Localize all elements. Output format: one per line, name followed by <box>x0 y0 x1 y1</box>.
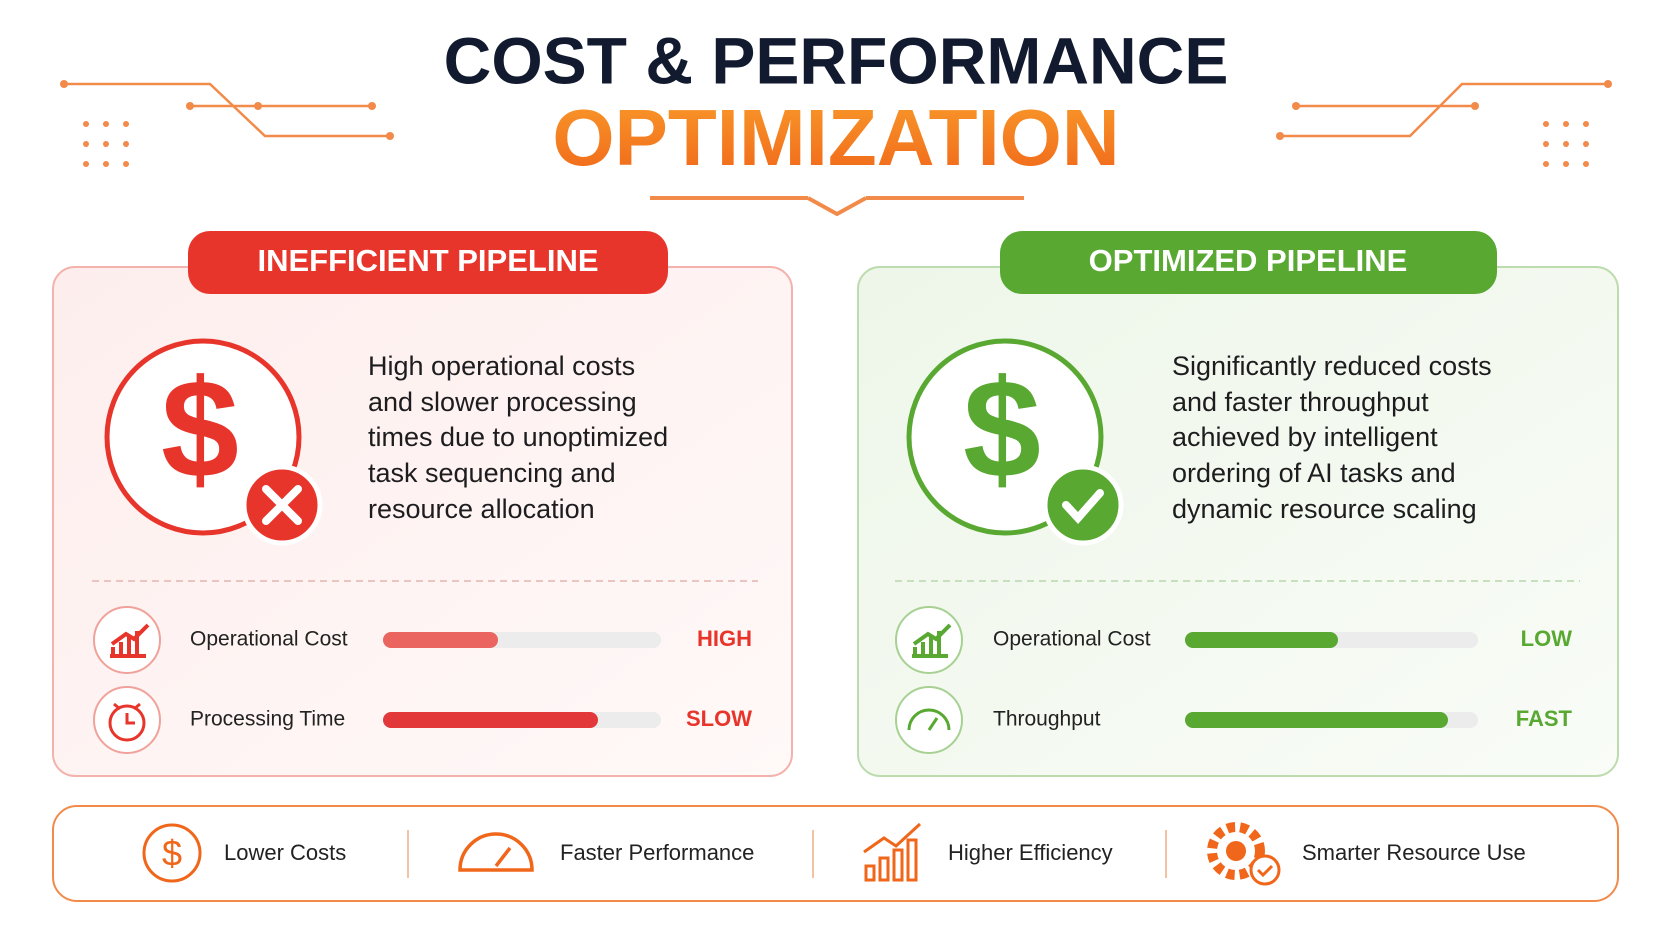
metric-status: LOW <box>1521 626 1573 651</box>
description-line: dynamic resource scaling <box>1172 494 1477 524</box>
description-line: task sequencing and <box>368 458 616 488</box>
benefit: Higher Efficiency <box>948 840 1113 865</box>
svg-text:$: $ <box>162 833 182 874</box>
benefit-icon <box>1207 822 1281 886</box>
metric-icon <box>93 606 161 674</box>
cost-icon-bad: $ <box>104 338 323 546</box>
level-fill <box>1185 632 1338 648</box>
svg-text:$: $ <box>161 350 239 507</box>
title: COST & PERFORMANCE <box>444 23 1229 97</box>
decoration-dots <box>60 80 1612 167</box>
badge-text: OPTIMIZED PIPELINE <box>1089 243 1408 278</box>
svg-text:$: $ <box>963 350 1041 507</box>
metric-status: SLOW <box>686 706 752 731</box>
description-line: times due to unoptimized <box>368 422 668 452</box>
metric-status: FAST <box>1516 706 1573 731</box>
benefit-icon: $ <box>142 823 202 883</box>
description-line: and slower processing <box>368 387 637 417</box>
level-fill <box>383 632 498 648</box>
metric-label: Operational Cost <box>190 628 348 651</box>
description-line: High operational costs <box>368 351 635 381</box>
metric-icon <box>895 606 963 674</box>
metric-label: Processing Time <box>190 708 345 731</box>
benefit-icon <box>458 832 534 872</box>
description-line: ordering of AI tasks and <box>1172 458 1456 488</box>
description-line: and faster throughput <box>1172 387 1429 417</box>
separators <box>407 830 1167 878</box>
description-line: resource allocation <box>368 494 595 524</box>
benefit: Faster Performance <box>560 840 754 865</box>
title-emphasis: OPTIMIZATION <box>552 93 1119 182</box>
cost-icon-good: $ <box>906 338 1124 546</box>
badge-text: INEFFICIENT PIPELINE <box>257 243 598 278</box>
level-fill <box>1185 712 1448 728</box>
decoration <box>64 82 1608 217</box>
description-line: achieved by intelligent <box>1172 422 1438 452</box>
description-line: Significantly reduced costs <box>1172 351 1492 381</box>
level-fill <box>383 712 598 728</box>
metric-status: HIGH <box>697 626 752 651</box>
benefit-icon <box>863 822 922 882</box>
metric-label: Operational Cost <box>993 628 1151 651</box>
metric-icon <box>93 686 161 754</box>
benefit: Smarter Resource Use <box>1302 840 1526 865</box>
badge <box>1000 231 1497 294</box>
benefit: Lower Costs <box>224 840 346 865</box>
badge <box>188 231 668 294</box>
metric-label: Throughput <box>993 708 1101 731</box>
metric-icon <box>895 686 963 754</box>
